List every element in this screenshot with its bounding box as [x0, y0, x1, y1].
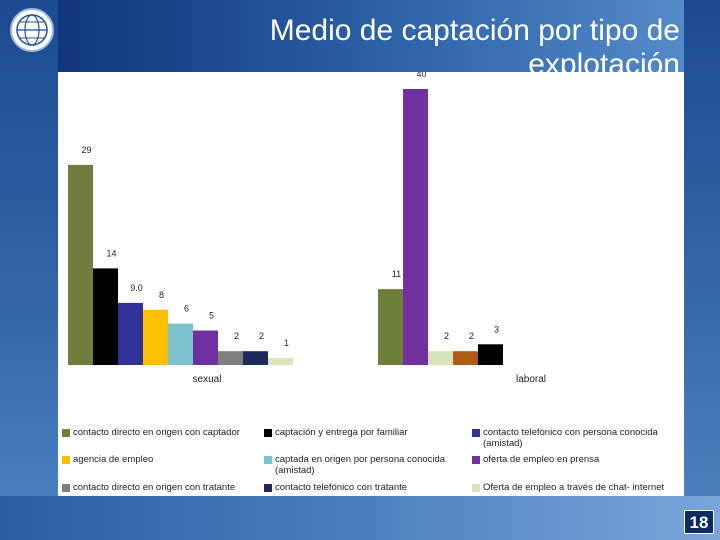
data-label-sexual-1: 14 [106, 248, 116, 258]
legend-swatch [264, 429, 272, 437]
organization-logo [10, 8, 54, 52]
legend-label: agencia de empleo [73, 454, 154, 465]
data-label-laboral-9: 2 [469, 331, 474, 341]
data-label-sexual-4: 6 [184, 304, 189, 314]
legend-item: contacto telefónico con tratante [264, 482, 476, 493]
legend-label: contacto telefónico con tratante [275, 482, 408, 493]
legend-label: contacto directo en origen con tratante [73, 482, 236, 493]
legend-swatch [62, 456, 70, 464]
data-label-sexual-8: 1 [284, 338, 289, 348]
data-label-sexual-3: 8 [159, 290, 164, 300]
bar-chart: 29 14 9.0 8 6 5 2 2 1 sexual 11 40 2 2 3 laboral [68, 72, 546, 385]
bar-sexual-6 [218, 351, 243, 365]
legend-swatch [472, 456, 480, 464]
data-label-sexual-7: 2 [259, 331, 264, 341]
legend-label: contacto telefónico con persona conocida… [483, 427, 658, 449]
bar-sexual-2 [118, 302, 143, 365]
bar-laboral-9 [453, 351, 478, 365]
legend-swatch [264, 456, 272, 464]
legend-swatch [472, 429, 480, 437]
bar-laboral-8 [428, 351, 453, 365]
right-band [684, 0, 720, 540]
globe-icon [16, 14, 48, 46]
legend-item: agencia de empleo [62, 454, 274, 465]
bar-sexual-7 [243, 351, 268, 365]
legend-swatch [62, 484, 70, 492]
page-number: 18 [684, 510, 714, 534]
bar-laboral-5 [403, 89, 428, 365]
legend-item: contacto directo en origen con captador [62, 427, 274, 438]
bar-sexual-0 [68, 164, 93, 365]
bar-sexual-5 [193, 330, 218, 365]
legend-item: contacto telefónico con persona conocida… [472, 427, 684, 449]
legend-label: Oferta de empleo a través de chat- inter… [483, 482, 665, 493]
legend-label: contacto directo en origen con captador [73, 427, 240, 438]
bar-laboral-10 [478, 344, 503, 365]
legend-swatch [264, 484, 272, 492]
bar-sexual-8 [268, 358, 293, 365]
chart-panel: 29 14 9.0 8 6 5 2 2 1 sexual 11 40 2 2 3 laboral [58, 72, 684, 496]
category-label-sexual: sexual [193, 374, 222, 385]
legend-label: captada en origen por persona conocida (… [275, 454, 446, 476]
legend-item: contacto directo en origen con tratante [62, 482, 274, 493]
data-label-laboral-10: 3 [494, 324, 499, 334]
data-label-laboral-8: 2 [444, 331, 449, 341]
legend-swatch [62, 429, 70, 437]
bar-laboral-0 [378, 289, 403, 365]
legend-label: oferta de empleo en prensa [483, 454, 600, 465]
legend-item: captada en origen por persona conocida (… [264, 454, 476, 476]
left-band [0, 0, 58, 540]
slide-title: Medio de captación por tipo de explotaci… [269, 14, 680, 72]
data-label-laboral-0: 11 [392, 269, 401, 279]
data-label-sexual-0: 29 [81, 145, 91, 155]
legend-swatch [472, 484, 480, 492]
legend-item: oferta de empleo en prensa [472, 454, 684, 465]
data-label-sexual-2: 9.0 [130, 283, 143, 293]
data-label-sexual-6: 2 [234, 331, 239, 341]
bar-sexual-4 [168, 323, 193, 365]
legend-item: Oferta de empleo a través de chat- inter… [472, 482, 684, 493]
category-label-laboral: laboral [516, 374, 546, 385]
header-band [0, 0, 720, 75]
bar-sexual-1 [93, 268, 118, 365]
data-label-sexual-5: 5 [209, 311, 214, 321]
chart-legend: contacto directo en origen con captador c… [0, 420, 684, 500]
legend-item: captación y entrega por familiar [264, 427, 476, 438]
data-label-laboral-5: 40 [416, 72, 426, 79]
bar-sexual-3 [143, 309, 168, 365]
footer-band [0, 496, 720, 540]
legend-label: captación y entrega por familiar [275, 427, 408, 438]
